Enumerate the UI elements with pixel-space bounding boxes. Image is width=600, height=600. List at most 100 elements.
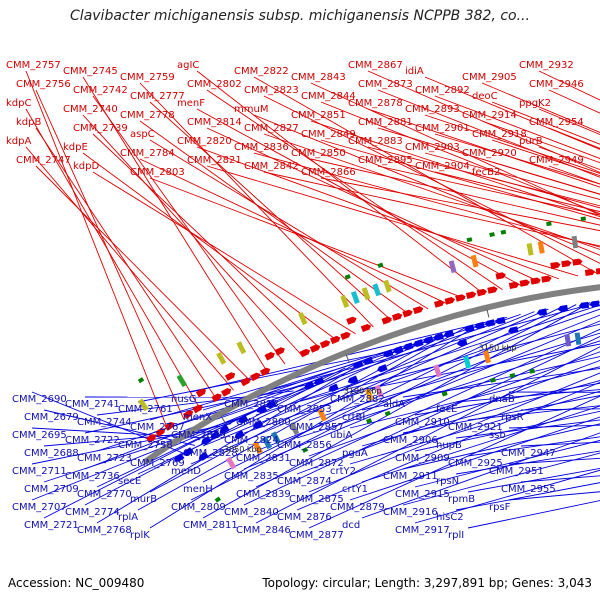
reverse-gene-label[interactable]: CMM_2828 [183, 448, 238, 459]
reverse-gene-label[interactable]: CMM_2875 [289, 494, 344, 505]
forward-gene-label[interactable]: CMM_2823 [244, 85, 299, 96]
reverse-gene-label[interactable]: CMM_2809 [171, 502, 226, 513]
reverse-gene-label[interactable]: rpsR [501, 412, 524, 423]
forward-gene-label[interactable]: kdpA [6, 136, 31, 147]
reverse-gene-label[interactable]: CMM_2695 [12, 430, 67, 441]
forward-gene-label[interactable]: purB [519, 136, 543, 147]
reverse-gene-label[interactable]: CMM_2800 [236, 417, 291, 428]
forward-gene-label[interactable]: CMM_2742 [73, 85, 128, 96]
forward-gene-label[interactable]: CMM_2757 [6, 60, 61, 71]
forward-gene-label[interactable]: kdpB [16, 117, 41, 128]
reverse-gene-label[interactable]: CMM_2768 [77, 525, 132, 536]
forward-gene-label[interactable]: CMM_2820 [177, 136, 232, 147]
reverse-gene-label[interactable]: nusG [171, 394, 197, 405]
forward-gene-label[interactable]: aspC [130, 129, 155, 140]
forward-gene-label[interactable]: CMM_2759 [120, 72, 175, 83]
forward-gene-label[interactable]: CMM_2842 [244, 161, 299, 172]
forward-gene-label[interactable]: CMM_2867 [348, 60, 403, 71]
forward-gene-label[interactable]: CMM_2802 [187, 79, 242, 90]
reverse-gene-label[interactable]: ubiA [330, 430, 352, 441]
forward-gene-label[interactable]: CMM_2756 [16, 79, 71, 90]
forward-gene-label[interactable]: CMM_2778 [120, 110, 175, 121]
reverse-gene-label[interactable]: CMM_2917 [395, 525, 450, 536]
reverse-gene-label[interactable]: CMM_2877 [289, 530, 344, 541]
reverse-gene-label[interactable]: CMM_2723 [77, 453, 132, 464]
reverse-gene-label[interactable]: CMM_2839 [236, 489, 291, 500]
reverse-gene-label[interactable]: CMM_2770 [77, 489, 132, 500]
reverse-gene-label[interactable]: CMM_2909 [395, 453, 450, 464]
reverse-gene-label[interactable]: rpsF [489, 502, 511, 513]
reverse-gene-label[interactable]: menH [183, 484, 213, 495]
reverse-gene-label[interactable]: fecE [436, 404, 458, 415]
forward-gene-label[interactable]: CMM_2850 [291, 148, 346, 159]
reverse-gene-label[interactable]: CMM_2690 [12, 394, 67, 405]
forward-gene-label[interactable]: CMM_2904 [415, 161, 470, 172]
reverse-gene-label[interactable]: CMM_2813 [224, 399, 279, 410]
reverse-gene-label[interactable]: hupB [436, 440, 462, 451]
reverse-gene-label[interactable]: CMM_2951 [489, 466, 544, 477]
forward-gene-label[interactable]: CMM_2821 [187, 155, 242, 166]
reverse-gene-label[interactable]: CMM_2711 [12, 466, 67, 477]
reverse-gene-label[interactable]: CMM_2774 [65, 507, 120, 518]
reverse-gene-label[interactable]: CMM_2853 [277, 404, 332, 415]
forward-gene-label[interactable]: CMM_2849 [301, 129, 356, 140]
forward-gene-label[interactable]: CMM_2747 [16, 155, 71, 166]
reverse-gene-label[interactable]: CMM_2758 [118, 440, 173, 451]
reverse-gene-label[interactable]: secE [118, 476, 141, 487]
forward-gene-label[interactable]: ppgK2 [519, 98, 551, 109]
forward-gene-label[interactable]: CMM_2843 [291, 72, 346, 83]
reverse-gene-label[interactable]: CMM_2831 [236, 453, 291, 464]
reverse-gene-label[interactable]: CMM_2879 [330, 502, 385, 513]
forward-gene-label[interactable]: CMM_2740 [63, 104, 118, 115]
reverse-gene-label[interactable]: menD [171, 466, 201, 477]
reverse-gene-label[interactable]: CMM_2819 [171, 430, 226, 441]
reverse-gene-label[interactable]: rpmB [448, 494, 475, 505]
forward-gene-label[interactable]: CMM_2878 [348, 98, 403, 109]
reverse-gene-label[interactable]: dcd [342, 520, 360, 531]
reverse-gene-label[interactable]: dnaB [489, 394, 515, 405]
reverse-gene-label[interactable]: murB [130, 494, 157, 505]
forward-gene-label[interactable]: kdpE [63, 142, 88, 153]
forward-gene-label[interactable]: deoC [472, 91, 498, 102]
reverse-gene-label[interactable]: CMM_2769 [130, 458, 185, 469]
forward-gene-label[interactable]: menF [177, 98, 205, 109]
forward-gene-label[interactable]: idiA [405, 66, 424, 77]
forward-gene-label[interactable]: CMM_2851 [291, 110, 346, 121]
reverse-gene-label[interactable]: CMM_2916 [383, 507, 438, 518]
reverse-gene-label[interactable]: rplA [118, 512, 138, 523]
forward-gene-label[interactable]: CMM_2777 [130, 91, 185, 102]
reverse-gene-label[interactable]: CMM_2741 [65, 399, 120, 410]
reverse-gene-label[interactable]: CMM_2840 [224, 507, 279, 518]
reverse-gene-label[interactable]: crtBI [342, 412, 365, 423]
forward-gene-label[interactable]: CMM_2932 [519, 60, 574, 71]
reverse-gene-label[interactable]: CMM_2721 [24, 520, 79, 531]
reverse-gene-label[interactable]: CMM_2707 [12, 502, 67, 513]
forward-gene-label[interactable]: mmuM [234, 104, 268, 115]
reverse-gene-label[interactable]: CMM_2811 [183, 520, 238, 531]
forward-gene-label[interactable]: CMM_2814 [187, 117, 242, 128]
reverse-gene-label[interactable]: CMM_2921 [448, 422, 503, 433]
reverse-gene-label[interactable]: menX [183, 412, 212, 423]
forward-gene-label[interactable]: agIC [177, 60, 199, 71]
reverse-gene-label[interactable]: CMM_2955 [501, 484, 556, 495]
forward-gene-label[interactable]: CMM_2883 [348, 136, 403, 147]
reverse-gene-label[interactable]: CMM_2835 [224, 471, 279, 482]
forward-gene-label[interactable]: CMM_2822 [234, 66, 289, 77]
reverse-gene-label[interactable]: ssb [489, 430, 506, 441]
reverse-gene-label[interactable]: CMM_2846 [236, 525, 291, 536]
forward-gene-label[interactable]: CMM_2892 [415, 85, 470, 96]
reverse-gene-label[interactable]: rpsN [436, 476, 459, 487]
reverse-gene-label[interactable]: CMM_2722 [65, 435, 120, 446]
forward-gene-label[interactable]: CMM_2803 [130, 167, 185, 178]
forward-gene-label[interactable]: CMM_2881 [358, 117, 413, 128]
forward-gene-label[interactable]: CMM_2827 [244, 123, 299, 134]
forward-gene-label[interactable]: CMM_2836 [234, 142, 289, 153]
reverse-gene-label[interactable]: crtY2 [330, 466, 356, 477]
reverse-gene-label[interactable]: CMM_2911 [383, 471, 438, 482]
forward-gene-label[interactable]: kdpC [6, 98, 31, 109]
reverse-gene-label[interactable]: CMM_2872 [289, 458, 344, 469]
forward-gene-label[interactable]: CMM_2949 [529, 155, 584, 166]
reverse-gene-label[interactable]: aldA [383, 399, 405, 410]
reverse-gene-label[interactable]: rplK [130, 530, 150, 541]
